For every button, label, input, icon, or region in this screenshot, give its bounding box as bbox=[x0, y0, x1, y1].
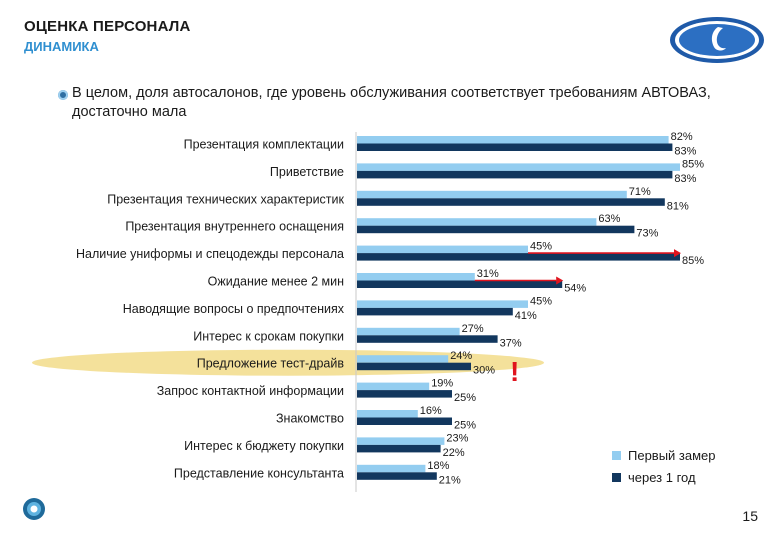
bar-series1 bbox=[357, 273, 475, 281]
bar-series1 bbox=[357, 437, 445, 445]
increase-arrow-head bbox=[674, 249, 681, 258]
legend-item-series2: через 1 год bbox=[612, 466, 716, 488]
legend-swatch-series2 bbox=[612, 472, 621, 482]
data-label-series1: 27% bbox=[462, 323, 484, 335]
category-label: Презентация технических характеристик bbox=[107, 192, 344, 206]
bar-series2 bbox=[357, 444, 441, 453]
data-label-series1: 18% bbox=[427, 460, 449, 472]
category-label: Ожидание менее 2 мин bbox=[208, 275, 344, 289]
bullet-icon bbox=[58, 90, 68, 100]
data-label-series1: 85% bbox=[682, 158, 704, 170]
chart-legend: Первый замер через 1 год bbox=[612, 444, 716, 488]
data-label-series1: 45% bbox=[530, 295, 552, 307]
data-label-series1: 16% bbox=[420, 405, 442, 417]
data-label-series1: 31% bbox=[477, 268, 499, 280]
lada-logo-icon bbox=[670, 17, 764, 63]
data-label-series2: 25% bbox=[454, 392, 476, 404]
bar-series2 bbox=[357, 253, 680, 261]
bar-series1 bbox=[357, 355, 449, 363]
data-label-series1: 19% bbox=[431, 378, 453, 390]
bar-series2 bbox=[357, 225, 635, 234]
data-label-series2: 25% bbox=[454, 420, 476, 432]
bar-series2 bbox=[357, 362, 471, 371]
data-label-series1: 23% bbox=[446, 432, 468, 444]
page-number: 15 bbox=[742, 508, 758, 524]
bar-series2 bbox=[357, 280, 563, 288]
data-label-series2: 85% bbox=[682, 255, 704, 267]
category-label: Интерес к бюджету покупки bbox=[184, 439, 344, 453]
data-label-series2: 30% bbox=[473, 365, 495, 377]
bar-series1 bbox=[357, 327, 460, 336]
increase-arrow-head bbox=[556, 276, 564, 285]
page-subtitle: ДИНАМИКА bbox=[24, 39, 99, 54]
bar-series1 bbox=[357, 410, 418, 418]
data-label-series1: 24% bbox=[450, 350, 472, 362]
bar-series2 bbox=[357, 198, 665, 206]
bar-series2 bbox=[357, 307, 513, 316]
category-label: Представление консультанта bbox=[174, 466, 344, 480]
bar-series1 bbox=[357, 136, 669, 144]
data-label-series1: 82% bbox=[671, 131, 693, 143]
bar-series2 bbox=[357, 472, 437, 480]
data-label-series2: 73% bbox=[636, 228, 658, 240]
bar-series1 bbox=[357, 218, 597, 226]
bar-series1 bbox=[357, 163, 680, 171]
data-label-series2: 83% bbox=[674, 173, 696, 185]
category-label: Презентация внутреннего оснащения bbox=[125, 220, 344, 234]
bar-series2 bbox=[357, 143, 673, 151]
page-title: ОЦЕНКА ПЕРСОНАЛА bbox=[24, 18, 191, 35]
category-label: Знакомство bbox=[276, 412, 344, 426]
category-label: Запрос контактной информации bbox=[157, 384, 344, 398]
category-label: Предложение тест-драйв bbox=[197, 357, 345, 371]
legend-item-series1: Первый замер bbox=[612, 444, 716, 466]
data-label-series2: 21% bbox=[439, 474, 461, 486]
legend-label-series2: через 1 год bbox=[628, 469, 696, 485]
bar-series1 bbox=[357, 190, 627, 199]
legend-swatch-series1 bbox=[612, 450, 621, 460]
data-label-series1: 71% bbox=[629, 186, 651, 198]
bar-series2 bbox=[357, 170, 673, 179]
data-label-series2: 81% bbox=[667, 200, 689, 212]
data-label-series1: 45% bbox=[530, 241, 552, 253]
data-label-series1: 63% bbox=[598, 213, 620, 225]
category-label: Наличие униформы и спецодежды персонала bbox=[76, 247, 344, 261]
legend-label-series1: Первый замер bbox=[628, 447, 716, 463]
category-label: Интерес к срокам покупки bbox=[193, 329, 344, 343]
category-label: Наводящие вопросы о предпочтениях bbox=[123, 302, 345, 316]
bar-series1 bbox=[357, 300, 528, 308]
bar-series1 bbox=[357, 464, 426, 473]
bar-series2 bbox=[357, 390, 452, 398]
bar-series2 bbox=[357, 417, 452, 425]
data-label-series2: 54% bbox=[564, 283, 586, 295]
exclamation-mark: ! bbox=[510, 356, 519, 387]
data-label-series2: 22% bbox=[443, 447, 465, 459]
bar-series1 bbox=[357, 245, 528, 254]
bar-series1 bbox=[357, 382, 430, 391]
intro-text: В целом, доля автосалонов, где уровень о… bbox=[72, 85, 711, 120]
category-label: Приветствие bbox=[270, 165, 344, 179]
data-label-series2: 83% bbox=[674, 146, 696, 158]
corner-logo-icon bbox=[23, 498, 45, 520]
bar-series2 bbox=[357, 335, 498, 343]
category-label: Презентация комплектации bbox=[184, 138, 344, 152]
data-label-series2: 41% bbox=[515, 310, 537, 322]
data-label-series2: 37% bbox=[500, 337, 522, 349]
